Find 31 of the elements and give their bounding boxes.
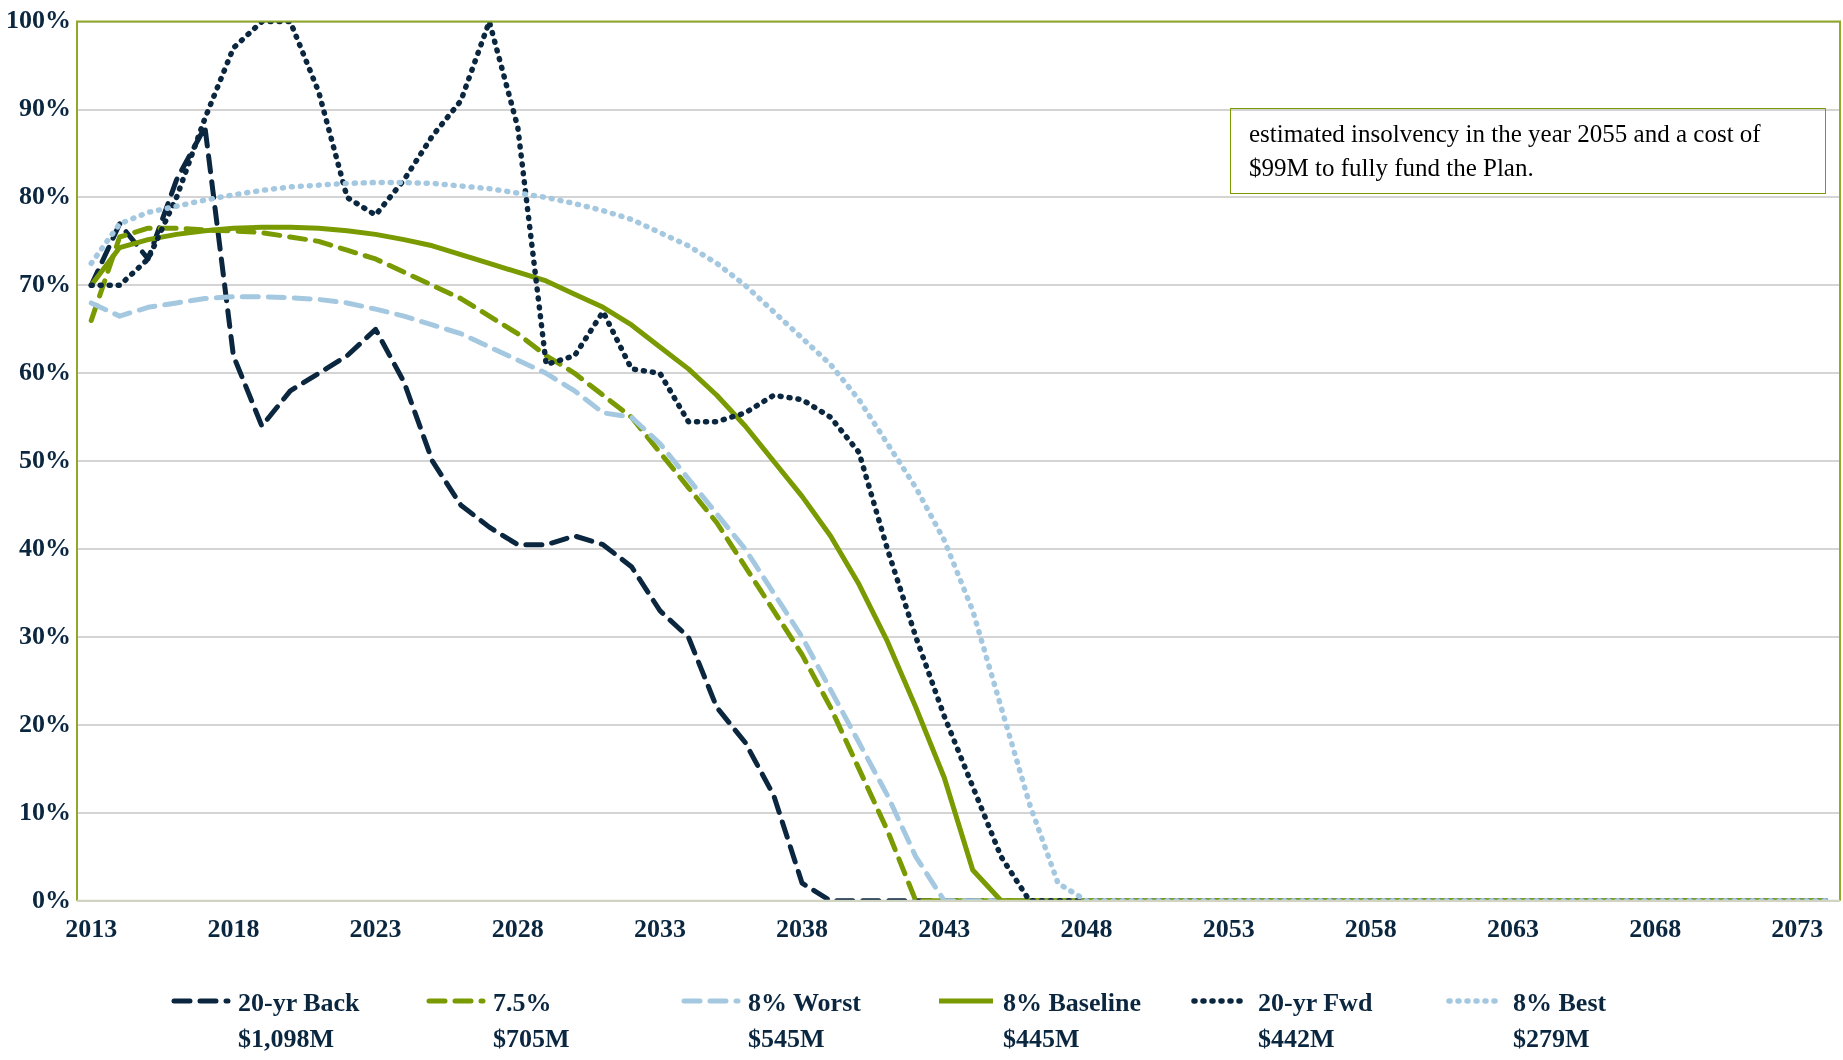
y-tick-label: 90% [19,93,71,123]
y-tick-label: 80% [19,181,71,211]
x-tick-label: 2043 [918,914,971,944]
x-tick-label: 2073 [1771,914,1824,944]
y-tick-label: 10% [19,796,71,826]
legend-label: 20-yr Fwd $442M [1258,987,1373,1055]
y-tick-label: 100% [6,5,71,35]
x-tick-label: 2053 [1202,914,1255,944]
x-tick-label: 2058 [1344,914,1397,944]
x-tick-label: 2018 [207,914,260,944]
legend-label: 7.5% $705M [493,987,570,1055]
y-tick-label: 0% [32,884,71,914]
x-tick-label: 2048 [1060,914,1113,944]
legend-label: 20-yr Back $1,098M [238,987,360,1055]
y-tick-label: 30% [19,620,71,650]
x-tick-label: 2023 [349,914,402,944]
y-tick-label: 40% [19,532,71,562]
x-tick-label: 2063 [1486,914,1539,944]
x-tick-label: 2033 [633,914,686,944]
x-tick-label: 2068 [1629,914,1682,944]
y-tick-label: 50% [19,444,71,474]
y-tick-label: 70% [19,269,71,299]
legend-label: 8% Baseline $445M [1003,987,1141,1055]
x-tick-label: 2038 [776,914,829,944]
x-tick-label: 2028 [491,914,544,944]
legend-label: 8% Worst $545M [748,987,861,1055]
legend-label: 8% Best $279M [1513,987,1607,1055]
text-box: estimated insolvency in the year 2055 and a cost of $99M to fully fund the Plan. [1230,108,1826,194]
y-tick-label: 60% [19,357,71,386]
y-tick-label: 20% [19,708,71,738]
x-tick-label: 2013 [65,914,118,944]
